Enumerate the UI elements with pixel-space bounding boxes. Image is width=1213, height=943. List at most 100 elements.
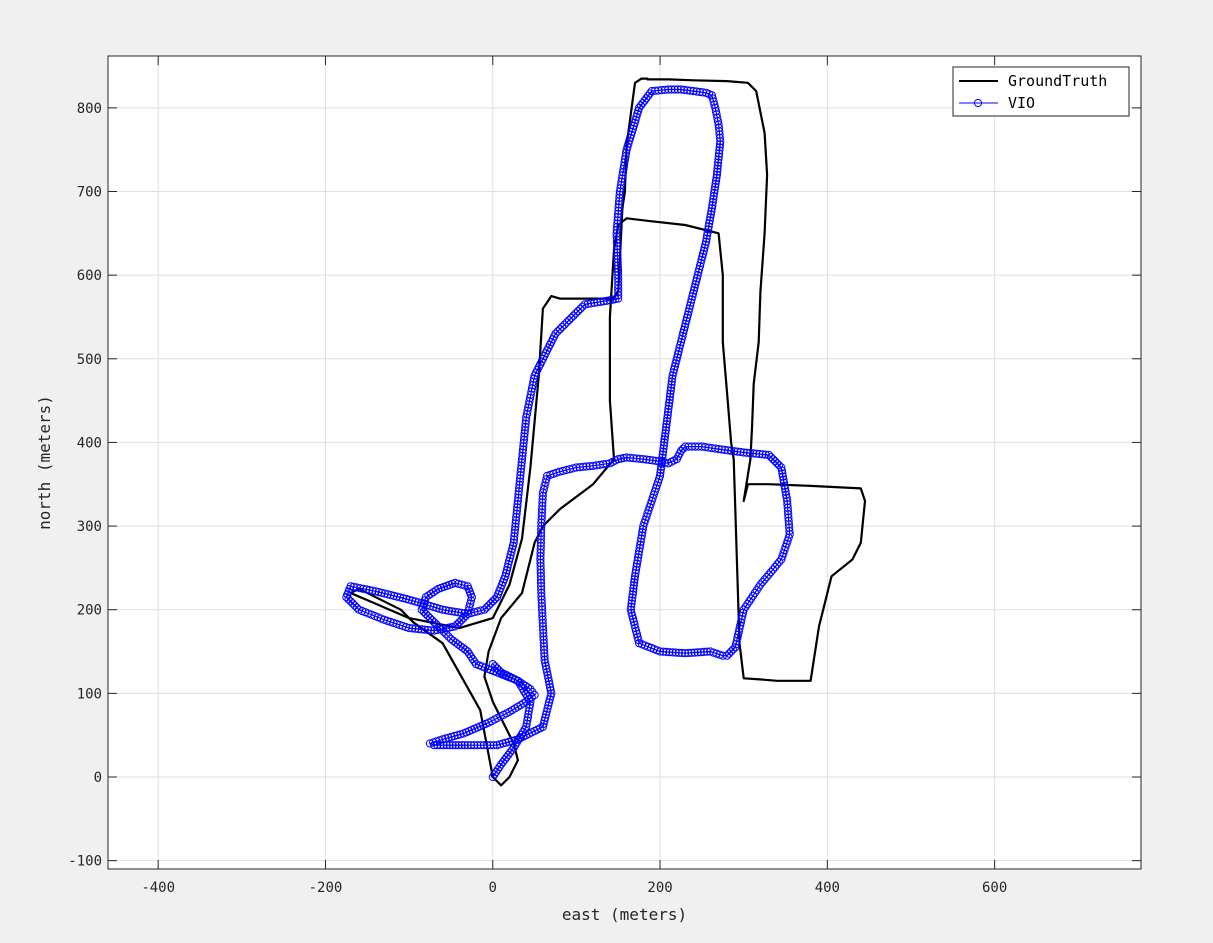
vio-marker bbox=[632, 562, 641, 571]
vio-marker bbox=[536, 572, 546, 581]
vio-marker bbox=[683, 310, 692, 319]
vio-marker bbox=[466, 741, 475, 750]
vio-marker bbox=[523, 713, 532, 722]
vio-marker bbox=[547, 689, 556, 698]
vio-marker bbox=[553, 327, 562, 336]
vio-marker bbox=[633, 633, 642, 642]
vio-marker bbox=[627, 608, 636, 617]
vio-marker bbox=[430, 626, 439, 635]
vio-marker bbox=[668, 374, 677, 383]
vio-marker bbox=[520, 432, 529, 441]
vio-marker bbox=[679, 325, 689, 334]
vio-marker bbox=[448, 741, 457, 750]
vio-marker bbox=[470, 741, 479, 750]
vio-marker bbox=[398, 594, 408, 603]
vio-marker bbox=[630, 578, 639, 587]
vio-marker bbox=[645, 455, 654, 465]
vio-marker bbox=[703, 647, 712, 656]
vio-marker bbox=[758, 578, 767, 587]
vio-marker bbox=[662, 420, 671, 429]
vio-marker bbox=[377, 588, 386, 597]
vio-marker bbox=[760, 575, 769, 584]
vio-marker bbox=[771, 563, 780, 572]
vio-marker bbox=[669, 368, 678, 377]
vio-marker bbox=[501, 572, 510, 581]
vio-marker bbox=[596, 297, 605, 306]
y-axis-label: north (meters) bbox=[35, 395, 54, 530]
series-layer bbox=[342, 77, 867, 787]
vio-marker bbox=[708, 201, 717, 210]
vio-marker bbox=[541, 661, 550, 671]
vio-marker bbox=[703, 231, 712, 240]
vio-marker bbox=[687, 295, 696, 304]
vio-marker bbox=[762, 573, 771, 582]
vio-marker bbox=[637, 531, 646, 540]
vio-marker bbox=[514, 493, 523, 502]
vio-marker bbox=[706, 213, 715, 222]
vio-marker bbox=[613, 264, 623, 273]
legend[interactable]: GroundTruth VIO bbox=[952, 66, 1130, 117]
vio-marker bbox=[510, 525, 520, 535]
vio-marker bbox=[615, 190, 624, 199]
vio-marker bbox=[540, 716, 549, 725]
vio-marker bbox=[522, 697, 531, 706]
vio-marker bbox=[778, 469, 787, 478]
vio-marker bbox=[451, 741, 460, 750]
vio-marker bbox=[571, 309, 580, 318]
vio-marker bbox=[684, 307, 693, 316]
vio-marker bbox=[562, 318, 571, 327]
vio-marker bbox=[665, 392, 675, 401]
vio-marker bbox=[620, 155, 630, 164]
vio-marker bbox=[451, 622, 460, 631]
vio-marker bbox=[433, 625, 442, 635]
vio-marker bbox=[632, 629, 642, 639]
vio-marker bbox=[715, 146, 724, 155]
vio-marker bbox=[628, 593, 637, 602]
vio-marker bbox=[414, 598, 423, 607]
vio-marker bbox=[662, 647, 671, 657]
vio-marker bbox=[704, 222, 713, 231]
vio-marker bbox=[506, 550, 515, 560]
vio-marker bbox=[544, 698, 554, 707]
vio-marker bbox=[717, 445, 726, 454]
vio-marker bbox=[688, 292, 697, 301]
vio-marker bbox=[368, 586, 377, 595]
vio-marker bbox=[513, 503, 522, 512]
vio-marker bbox=[628, 611, 637, 620]
plot-axes: -400 -200 0 200 400 600 -100 0 100 200 300 400 500 60… bbox=[35, 55, 1142, 924]
vio-marker bbox=[512, 513, 521, 522]
vio-marker bbox=[515, 480, 524, 489]
vio-marker bbox=[622, 148, 631, 157]
vio-marker bbox=[659, 447, 668, 456]
vio-marker bbox=[783, 500, 792, 509]
vio-marker bbox=[502, 569, 511, 578]
vio-marker bbox=[720, 445, 730, 455]
vio-marker bbox=[709, 195, 718, 204]
vio-marker bbox=[696, 258, 705, 268]
vio-marker bbox=[711, 179, 720, 188]
vio-marker bbox=[749, 449, 758, 458]
vio-marker bbox=[524, 695, 534, 704]
vio-marker bbox=[352, 583, 361, 592]
vio-marker bbox=[681, 319, 690, 328]
vio-marker bbox=[682, 316, 691, 325]
vio-marker bbox=[613, 219, 622, 228]
vio-marker bbox=[402, 594, 411, 604]
vio-marker bbox=[727, 647, 736, 656]
vio-marker bbox=[454, 608, 463, 617]
vio-marker bbox=[520, 429, 529, 438]
vio-marker bbox=[668, 648, 677, 657]
vio-marker bbox=[447, 607, 457, 616]
vio-marker bbox=[519, 442, 528, 451]
vio-marker bbox=[439, 624, 448, 633]
vio-marker bbox=[689, 289, 698, 298]
vio-marker bbox=[614, 287, 623, 296]
vio-marker bbox=[569, 311, 578, 320]
vio-marker bbox=[436, 625, 445, 634]
vio-marker bbox=[613, 248, 622, 257]
vio-marker bbox=[659, 441, 669, 450]
vio-marker bbox=[782, 490, 791, 499]
vio-marker bbox=[486, 599, 495, 608]
vio-marker bbox=[613, 222, 622, 231]
vio-marker bbox=[614, 277, 623, 286]
